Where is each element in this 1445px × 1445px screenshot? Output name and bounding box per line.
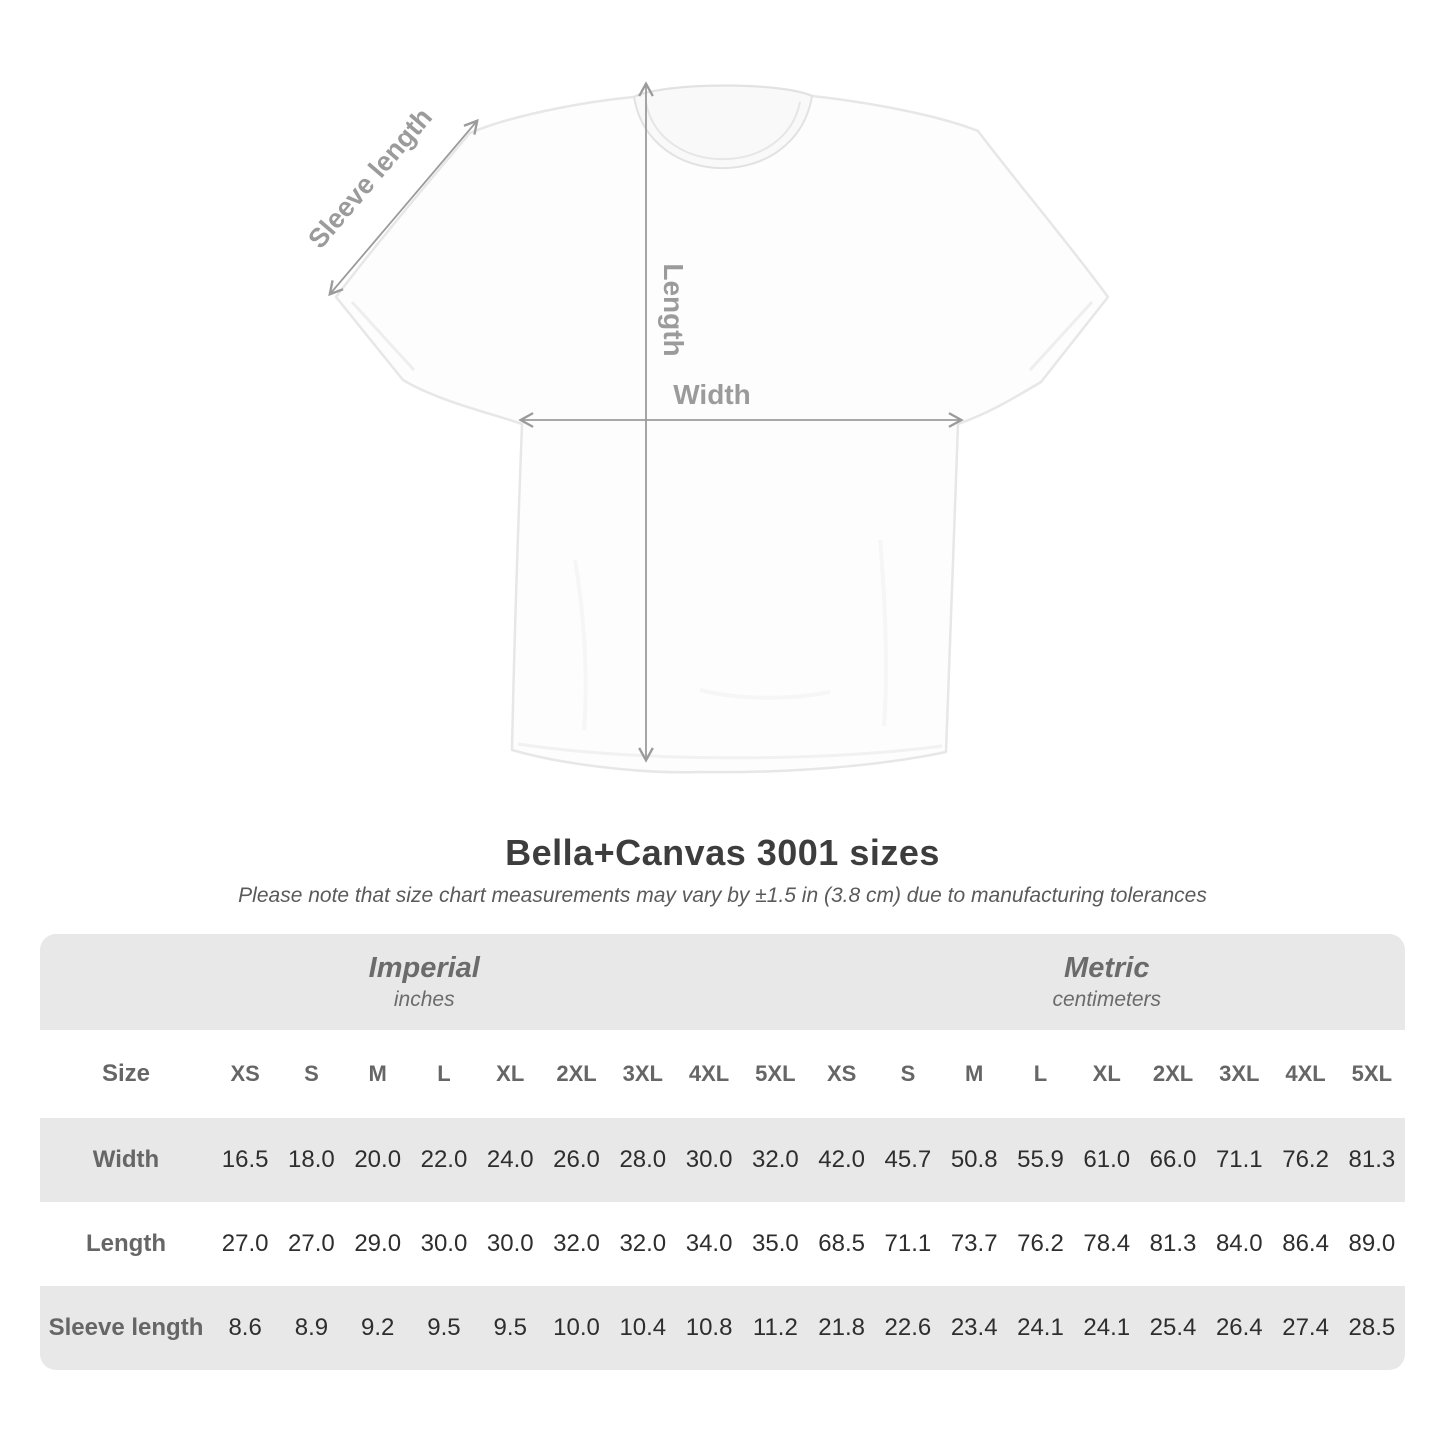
metric-unit: centimeters <box>1052 988 1162 1012</box>
sleeve-value: 8.9 <box>278 1286 345 1370</box>
tshirt-image: Sleeve length Length Width <box>302 81 1110 774</box>
width-value: 22.0 <box>410 1118 478 1202</box>
width-value: 26.0 <box>543 1118 610 1202</box>
imperial-unit: inches <box>393 988 455 1012</box>
length-value: 29.0 <box>344 1202 411 1286</box>
width-value: 55.9 <box>1007 1118 1074 1202</box>
length-value: 68.5 <box>808 1202 875 1286</box>
sleeve-value: 10.8 <box>675 1286 743 1370</box>
sleeve-value: 22.6 <box>874 1286 942 1370</box>
sleeve-value: 10.4 <box>609 1286 676 1370</box>
length-value: 27.0 <box>278 1202 345 1286</box>
size-col-header: XS <box>808 1030 875 1118</box>
length-value: 89.0 <box>1338 1202 1405 1286</box>
length-value: 32.0 <box>609 1202 676 1286</box>
length-value: 30.0 <box>477 1202 544 1286</box>
sleeve-value: 25.4 <box>1139 1286 1207 1370</box>
size-col-header: XL <box>1073 1030 1140 1118</box>
sleeve-value: 8.6 <box>212 1286 279 1370</box>
length-value: 71.1 <box>874 1202 942 1286</box>
tshirt-outline <box>334 84 1110 774</box>
size-col-header: 4XL <box>675 1030 743 1118</box>
sleeve-value: 27.4 <box>1272 1286 1339 1370</box>
row-label-sleeve-length: Sleeve length <box>40 1286 212 1370</box>
sleeve-value: 24.1 <box>1007 1286 1074 1370</box>
sleeve-length-arrow <box>328 118 479 297</box>
width-value: 30.0 <box>675 1118 743 1202</box>
sleeve-value: 26.4 <box>1206 1286 1273 1370</box>
length-value: 78.4 <box>1073 1202 1140 1286</box>
length-value: 32.0 <box>543 1202 610 1286</box>
width-value: 42.0 <box>808 1118 875 1202</box>
size-col-header: XS <box>212 1030 279 1118</box>
size-col-header: S <box>874 1030 942 1118</box>
width-value: 81.3 <box>1338 1118 1405 1202</box>
size-header-cell: Size <box>101 1060 151 1087</box>
length-value: 30.0 <box>410 1202 478 1286</box>
width-value: 28.0 <box>609 1118 676 1202</box>
width-value: 50.8 <box>941 1118 1008 1202</box>
width-value: 66.0 <box>1139 1118 1207 1202</box>
size-col-header: 5XL <box>1338 1030 1405 1118</box>
imperial-label: Imperial <box>368 952 480 985</box>
length-value: 76.2 <box>1007 1202 1074 1286</box>
length-value: 34.0 <box>675 1202 743 1286</box>
sleeve-value: 21.8 <box>808 1286 875 1370</box>
measurement-arrows <box>328 81 964 763</box>
sleeve-value: 9.5 <box>410 1286 478 1370</box>
size-col-header: XL <box>477 1030 544 1118</box>
size-table: Imperial inches Metric centimeters Size … <box>40 934 1405 1370</box>
length-value: 27.0 <box>212 1202 279 1286</box>
size-col-header: S <box>278 1030 345 1118</box>
metric-section-header: Metric centimeters <box>808 934 1405 1030</box>
metric-label: Metric <box>1064 952 1150 985</box>
length-value: 84.0 <box>1206 1202 1273 1286</box>
row-label-length: Length <box>40 1202 212 1286</box>
width-value: 32.0 <box>742 1118 809 1202</box>
sleeve-value: 23.4 <box>941 1286 1008 1370</box>
width-label: Width <box>673 379 751 410</box>
size-col-header: 5XL <box>742 1030 809 1118</box>
row-label-width: Width <box>40 1118 212 1202</box>
width-value: 71.1 <box>1206 1118 1273 1202</box>
width-value: 18.0 <box>278 1118 345 1202</box>
size-col-header: L <box>1007 1030 1074 1118</box>
sleeve-value: 10.0 <box>543 1286 610 1370</box>
sleeve-value: 24.1 <box>1073 1286 1140 1370</box>
length-value: 35.0 <box>742 1202 809 1286</box>
length-value: 81.3 <box>1139 1202 1207 1286</box>
width-value: 76.2 <box>1272 1118 1339 1202</box>
width-value: 24.0 <box>477 1118 544 1202</box>
width-value: 45.7 <box>874 1118 942 1202</box>
length-value: 73.7 <box>941 1202 1008 1286</box>
length-value: 86.4 <box>1272 1202 1339 1286</box>
sleeve-value: 9.5 <box>477 1286 544 1370</box>
width-value: 16.5 <box>212 1118 279 1202</box>
sleeve-value: 28.5 <box>1338 1286 1405 1370</box>
tshirt-measurement-diagram: Sleeve length Length Width <box>302 81 1110 774</box>
size-col-header: 2XL <box>543 1030 610 1118</box>
size-col-header: L <box>410 1030 478 1118</box>
size-col-header: M <box>941 1030 1008 1118</box>
sleeve-value: 11.2 <box>742 1286 809 1370</box>
width-value: 61.0 <box>1073 1118 1140 1202</box>
size-col-header: 3XL <box>1206 1030 1273 1118</box>
size-col-header: 2XL <box>1139 1030 1207 1118</box>
title-block: Bella+Canvas 3001 sizes Please note that… <box>0 832 1445 908</box>
imperial-section-header: Imperial inches <box>40 934 809 1030</box>
size-col-header: M <box>344 1030 411 1118</box>
size-col-header: 3XL <box>609 1030 676 1118</box>
sleeve-value: 9.2 <box>344 1286 411 1370</box>
size-col-header: 4XL <box>1272 1030 1339 1118</box>
width-value: 20.0 <box>344 1118 411 1202</box>
length-label: Length <box>658 263 689 356</box>
page-title: Bella+Canvas 3001 sizes <box>505 832 940 873</box>
tolerance-note: Please note that size chart measurements… <box>238 884 1207 907</box>
